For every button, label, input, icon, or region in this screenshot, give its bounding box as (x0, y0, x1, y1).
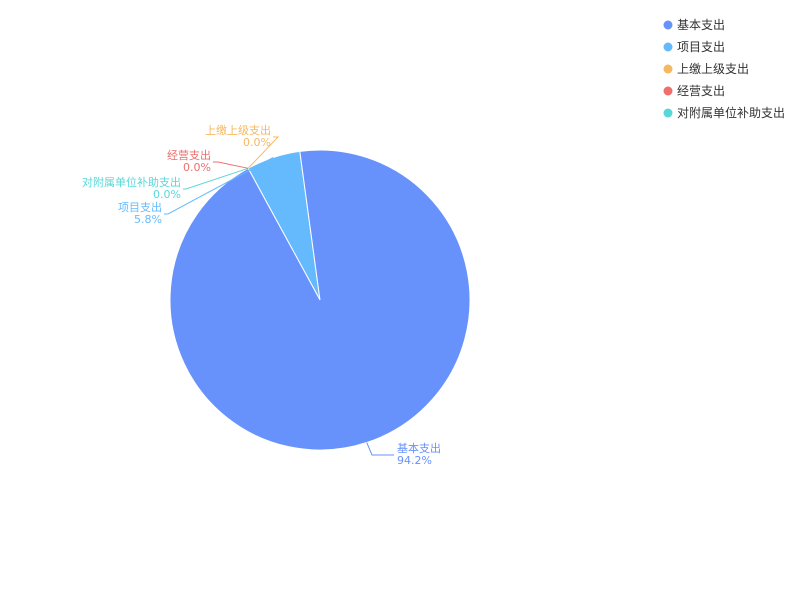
callout-percent-4: 0.0% (153, 188, 181, 201)
callout-line-3 (213, 161, 249, 169)
callout-name-3: 经营支出 (167, 148, 211, 162)
legend-label-0[interactable]: 基本支出 (677, 18, 725, 32)
callout-percent-0: 94.2% (397, 454, 432, 467)
callout-percent-1: 5.8% (134, 213, 162, 226)
legend-label-3[interactable]: 经营支出 (677, 84, 725, 98)
legend-marker-0[interactable] (663, 20, 673, 30)
slice-callouts: 基本支出94.2%项目支出5.8%对附属单位补助支出0.0%经营支出0.0%上缴… (82, 123, 441, 467)
legend-label-4[interactable]: 对附属单位补助支出 (677, 105, 785, 120)
legend-label-2[interactable]: 上缴上级支出 (677, 61, 749, 76)
legend-marker-4[interactable] (663, 108, 673, 118)
legend-marker-3[interactable] (663, 86, 673, 96)
callout-percent-2: 0.0% (243, 136, 271, 149)
callout-name-0: 基本支出 (397, 441, 441, 455)
callout-percent-3: 0.0% (183, 161, 211, 174)
callout-line-1 (164, 157, 274, 215)
callout-name-4: 对附属单位补助支出 (82, 175, 181, 189)
callout-line-0 (366, 442, 394, 456)
callout-name-2: 上缴上级支出 (205, 123, 271, 137)
legend-marker-2[interactable] (663, 64, 673, 74)
pie-slices (169, 149, 471, 451)
pie-slice-0[interactable] (169, 149, 471, 451)
legend-marker-1[interactable] (663, 42, 673, 52)
callout-line-2 (247, 136, 280, 169)
legend-label-1[interactable]: 项目支出 (677, 40, 725, 54)
callout-name-1: 项目支出 (118, 200, 162, 214)
callout-line-4 (183, 167, 249, 190)
